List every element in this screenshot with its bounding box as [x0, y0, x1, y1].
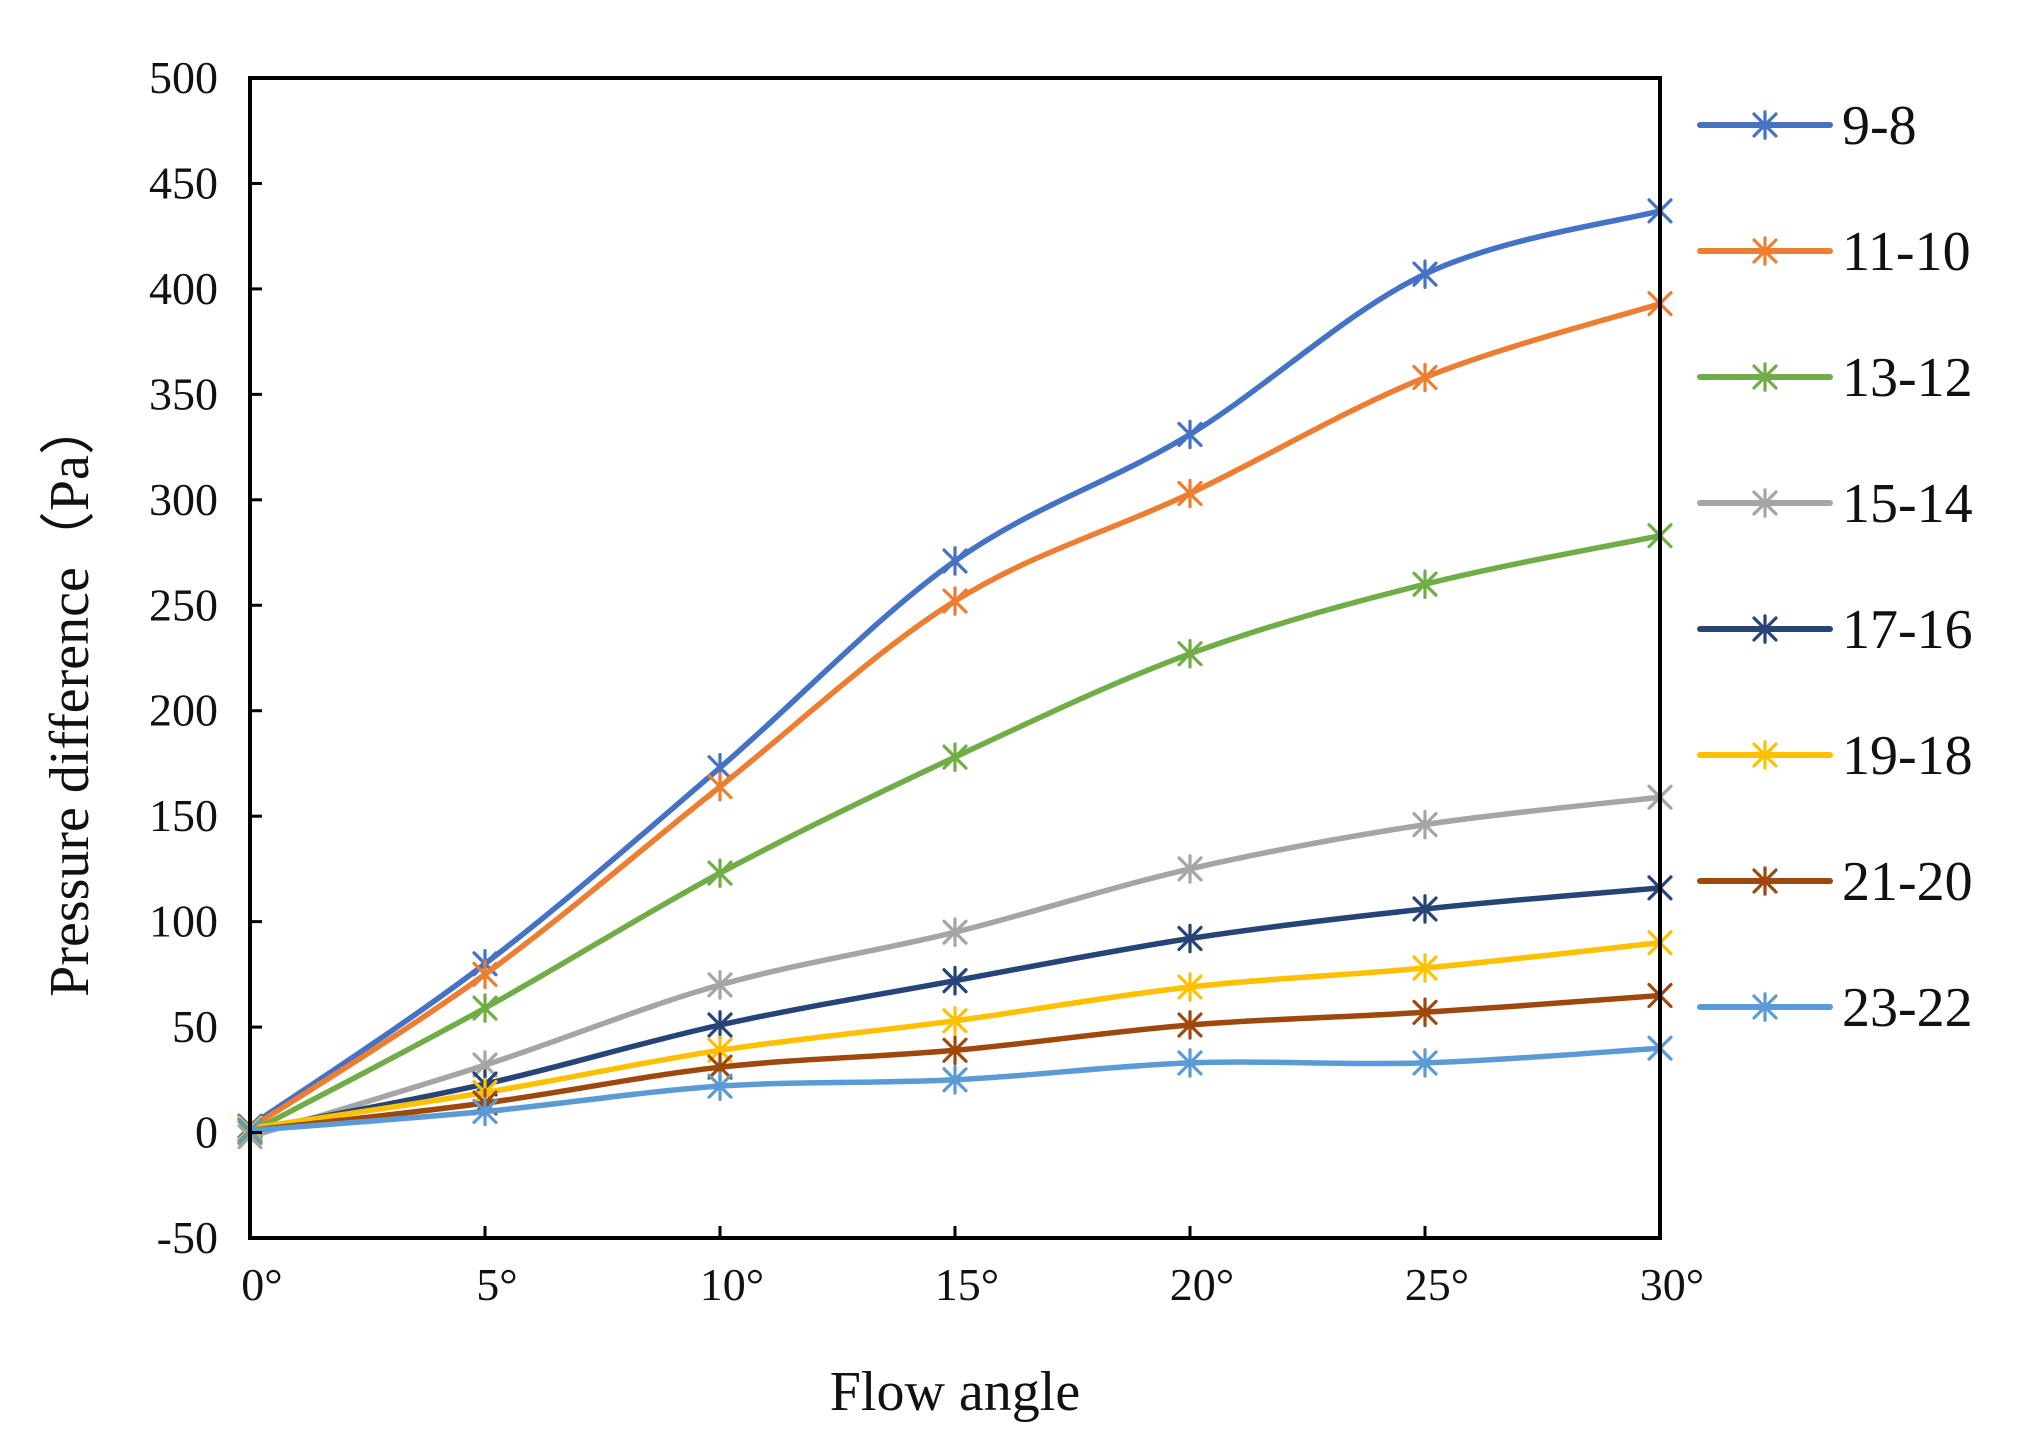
- data-point: [707, 1071, 733, 1101]
- data-point: [707, 858, 733, 888]
- series-layer: [237, 196, 1673, 1152]
- data-point: [1177, 1010, 1203, 1040]
- legend-item: 13-12: [1697, 347, 1973, 409]
- legend-marker: [1752, 614, 1778, 644]
- legend-item: 15-14: [1697, 473, 1973, 535]
- data-point: [707, 771, 733, 802]
- y-tick-label: 450: [149, 157, 218, 208]
- data-point: [942, 586, 968, 616]
- legend-marker: [1752, 992, 1778, 1022]
- x-axis-ticks: 0° 5° 10° 15° 20° 25° 30°: [241, 1226, 1704, 1310]
- y-tick-label: 0: [195, 1107, 218, 1158]
- legend-label: 17-16: [1842, 599, 1973, 661]
- y-axis-title: Pressure difference（Pa）: [39, 399, 101, 997]
- data-point: [1177, 638, 1203, 669]
- legend-label: 19-18: [1842, 725, 1973, 787]
- data-point: [1177, 478, 1203, 509]
- data-point: [1412, 569, 1438, 599]
- legend-marker: [1752, 236, 1778, 266]
- y-tick-label: 100: [149, 896, 218, 947]
- data-point: [1177, 1048, 1203, 1078]
- x-tick-label: 15°: [935, 1259, 999, 1310]
- y-tick-label: 50: [172, 1001, 218, 1052]
- legend: 9-8 11-10 13-12 15-14 17-16 19-18 21-20 23-22: [1697, 95, 1973, 1039]
- data-point: [942, 965, 968, 996]
- data-point: [707, 1010, 733, 1040]
- y-tick-label: 500: [149, 52, 218, 103]
- legend-label: 23-22: [1842, 977, 1973, 1039]
- legend-item: 9-8: [1697, 95, 1917, 157]
- legend-marker: [1752, 866, 1778, 896]
- y-tick-label: 300: [149, 474, 218, 525]
- data-point: [942, 917, 968, 947]
- y-tick-label: -50: [157, 1212, 218, 1263]
- x-tick-label: 20°: [1170, 1259, 1234, 1310]
- data-point: [1412, 953, 1438, 983]
- data-point: [1177, 923, 1203, 954]
- data-point: [942, 546, 968, 576]
- data-point: [942, 742, 968, 772]
- y-tick-label: 400: [149, 263, 218, 314]
- legend-label: 9-8: [1842, 95, 1917, 157]
- legend-item: 21-20: [1697, 851, 1973, 913]
- legend-marker: [1752, 488, 1778, 518]
- x-tick-label: 5°: [476, 1259, 517, 1310]
- y-tick-label: 200: [149, 685, 218, 736]
- data-point: [1412, 1048, 1438, 1078]
- y-tick-label: 250: [149, 579, 218, 630]
- legend-marker: [1752, 110, 1778, 140]
- data-point: [472, 959, 498, 990]
- legend-label: 13-12: [1842, 347, 1973, 409]
- data-point: [472, 993, 498, 1023]
- y-axis-ticks: -50 0 50 100 150 200 250 300 350 400 450 500: [149, 52, 262, 1263]
- data-point: [1177, 854, 1203, 884]
- legend-label: 11-10: [1842, 221, 1971, 283]
- y-tick-label: 350: [149, 368, 218, 419]
- legend-label: 21-20: [1842, 851, 1973, 913]
- legend-label: 15-14: [1842, 473, 1973, 535]
- series-15-14: [237, 782, 1673, 1152]
- legend-item: 11-10: [1697, 221, 1971, 283]
- data-point: [1412, 809, 1438, 840]
- data-point: [472, 1096, 498, 1127]
- x-axis-title: Flow angle: [830, 1361, 1080, 1423]
- data-point: [1177, 419, 1203, 450]
- y-tick-label: 150: [149, 790, 218, 841]
- data-point: [1412, 362, 1438, 393]
- data-point: [1412, 997, 1438, 1028]
- legend-item: 19-18: [1697, 725, 1973, 787]
- data-point: [1412, 259, 1438, 289]
- data-point: [707, 970, 733, 1000]
- x-tick-label: 10°: [700, 1259, 764, 1310]
- x-tick-label: 30°: [1640, 1259, 1704, 1310]
- x-tick-label: 0°: [241, 1259, 282, 1310]
- legend-marker: [1752, 362, 1778, 392]
- legend-item: 17-16: [1697, 599, 1973, 661]
- data-point: [942, 1005, 968, 1036]
- data-point: [1412, 894, 1438, 924]
- legend-item: 23-22: [1697, 977, 1973, 1039]
- legend-marker: [1752, 740, 1778, 770]
- x-tick-label: 25°: [1405, 1259, 1469, 1310]
- data-point: [942, 1035, 968, 1066]
- data-point: [942, 1065, 968, 1095]
- data-point: [1177, 972, 1203, 1002]
